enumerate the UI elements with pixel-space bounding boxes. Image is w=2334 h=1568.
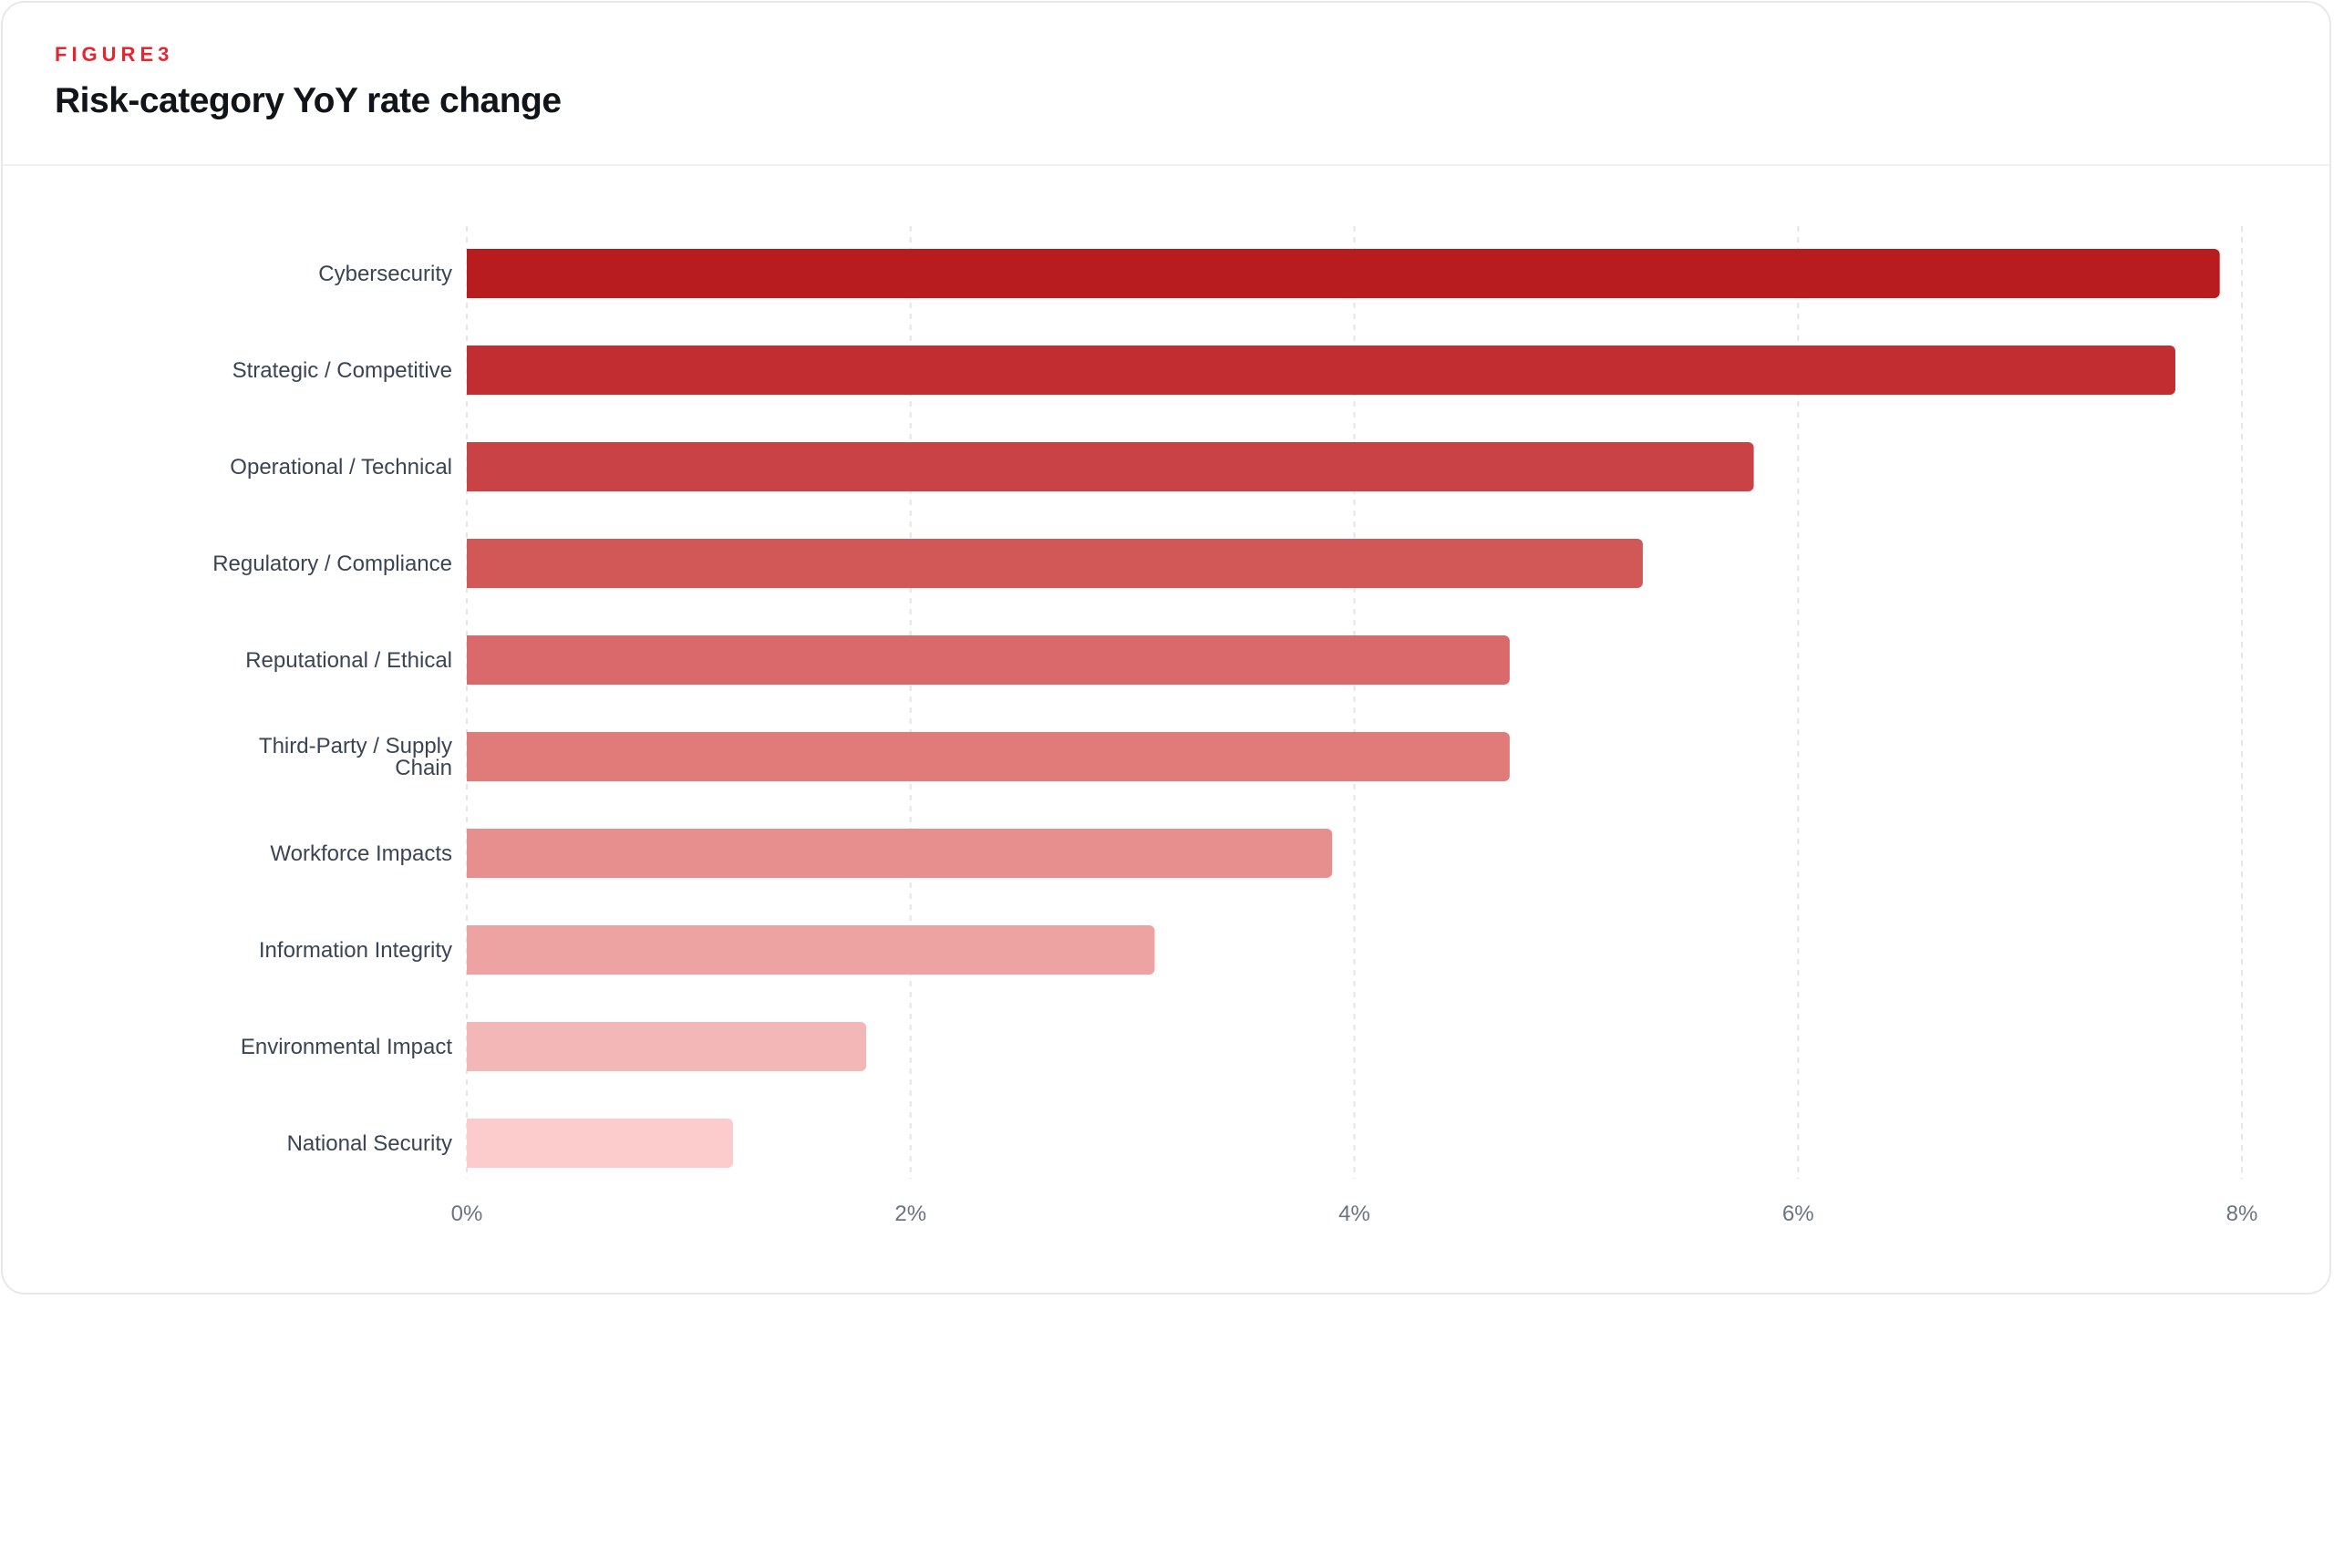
x-tick-label: 2%	[894, 1202, 926, 1226]
bar-chart: Cybersecurity Strategic / Competitive Oper…	[212, 226, 2258, 1226]
bar	[467, 732, 1510, 781]
category-label: Reputational / Ethical	[245, 648, 452, 673]
bar	[467, 635, 1510, 685]
category-label: Environmental Impact	[241, 1035, 452, 1059]
category-label: Workforce Impacts	[270, 841, 452, 866]
category-labels: Cybersecurity Strategic / Competitive Oper…	[212, 262, 452, 1156]
category-label: Chain	[395, 756, 452, 780]
bar	[467, 442, 1754, 491]
figure-header: FIGURE3 Risk-category YoY rate change	[3, 3, 2329, 166]
x-tick-label: 0%	[451, 1202, 483, 1226]
bar	[467, 829, 1333, 878]
x-axis-ticks: 0% 2% 4% 6% 8%	[451, 1202, 2258, 1226]
x-tick-label: 8%	[2226, 1202, 2258, 1226]
bar	[467, 1022, 867, 1071]
figure-number: FIGURE3	[55, 43, 174, 66]
figure-title: Risk-category YoY rate change	[55, 81, 562, 120]
category-label: National Security	[287, 1131, 452, 1156]
bars	[467, 249, 2220, 1168]
category-label: Third-Party / Supply	[259, 734, 452, 758]
category-label: Information Integrity	[259, 938, 452, 963]
bar	[467, 1119, 734, 1168]
figure-card: FIGURE3 Risk-category YoY rate change Cy…	[1, 1, 2331, 1295]
category-label: Operational / Technical	[230, 455, 452, 480]
bar	[467, 249, 2220, 298]
bar	[467, 346, 2175, 395]
x-tick-label: 4%	[1338, 1202, 1370, 1226]
category-label: Cybersecurity	[318, 262, 452, 286]
bar	[467, 925, 1155, 975]
bar	[467, 539, 1643, 588]
category-label: Regulatory / Compliance	[212, 552, 452, 576]
x-tick-label: 6%	[1782, 1202, 1814, 1226]
category-label: Strategic / Competitive	[232, 358, 452, 383]
